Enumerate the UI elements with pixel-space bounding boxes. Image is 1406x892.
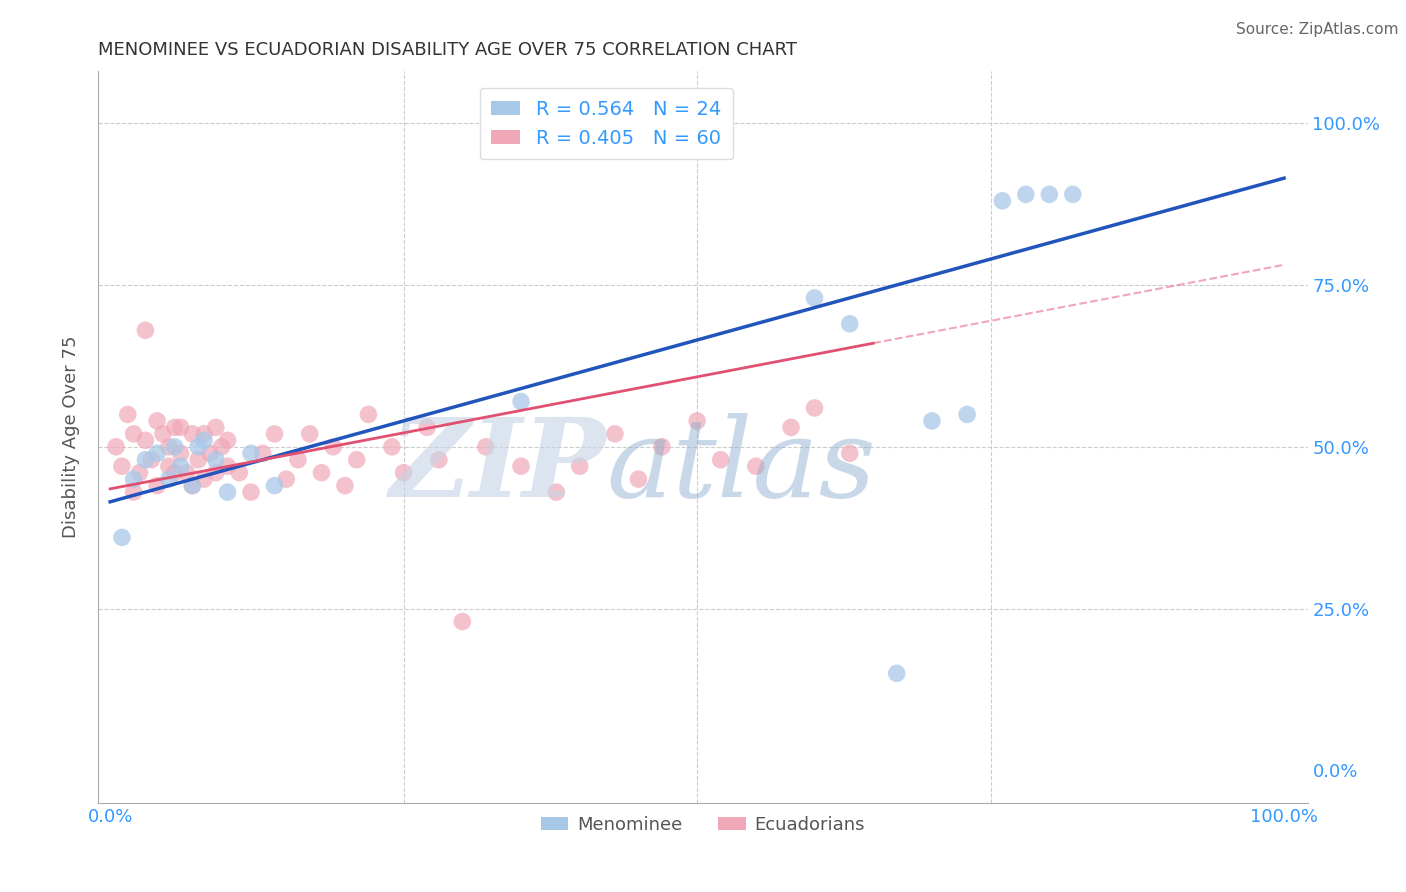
Point: [427, 452, 450, 467]
Point: [111, 459, 134, 474]
Point: [510, 459, 533, 474]
Point: [745, 459, 768, 474]
Point: [686, 414, 709, 428]
Point: [1015, 187, 1038, 202]
Point: [163, 466, 186, 480]
Point: [152, 426, 174, 441]
Point: [111, 530, 134, 544]
Point: [146, 478, 169, 492]
Point: [163, 420, 186, 434]
Point: [240, 446, 263, 460]
Point: [991, 194, 1014, 208]
Text: atlas: atlas: [606, 413, 876, 520]
Point: [134, 323, 156, 337]
Point: [228, 466, 250, 480]
Point: [451, 615, 474, 629]
Text: Source: ZipAtlas.com: Source: ZipAtlas.com: [1236, 22, 1399, 37]
Point: [193, 434, 215, 448]
Point: [710, 452, 733, 467]
Point: [240, 485, 263, 500]
Point: [392, 466, 415, 480]
Y-axis label: Disability Age Over 75: Disability Age Over 75: [62, 335, 80, 539]
Point: [193, 426, 215, 441]
Text: MENOMINEE VS ECUADORIAN DISABILITY AGE OVER 75 CORRELATION CHART: MENOMINEE VS ECUADORIAN DISABILITY AGE O…: [98, 41, 797, 59]
Point: [122, 485, 145, 500]
Point: [1062, 187, 1084, 202]
Point: [568, 459, 591, 474]
Point: [1038, 187, 1060, 202]
Point: [122, 472, 145, 486]
Point: [187, 452, 209, 467]
Point: [886, 666, 908, 681]
Point: [780, 420, 803, 434]
Point: [252, 446, 274, 460]
Point: [956, 408, 979, 422]
Point: [651, 440, 673, 454]
Point: [333, 478, 356, 492]
Point: [198, 446, 221, 460]
Point: [204, 466, 226, 480]
Point: [276, 472, 298, 486]
Point: [263, 478, 285, 492]
Point: [169, 446, 191, 460]
Point: [475, 440, 498, 454]
Point: [169, 459, 191, 474]
Point: [157, 459, 180, 474]
Point: [263, 426, 285, 441]
Point: [322, 440, 344, 454]
Point: [163, 440, 186, 454]
Point: [217, 459, 239, 474]
Point: [838, 446, 860, 460]
Point: [128, 466, 150, 480]
Point: [921, 414, 943, 428]
Point: [838, 317, 860, 331]
Point: [169, 420, 191, 434]
Point: [287, 452, 309, 467]
Point: [204, 452, 226, 467]
Point: [803, 401, 825, 415]
Point: [187, 440, 209, 454]
Point: [117, 408, 139, 422]
Point: [181, 478, 204, 492]
Point: [157, 472, 180, 486]
Point: [204, 420, 226, 434]
Point: [627, 472, 650, 486]
Point: [217, 434, 239, 448]
Point: [546, 485, 568, 500]
Point: [105, 440, 128, 454]
Point: [510, 394, 533, 409]
Point: [357, 408, 380, 422]
Point: [381, 440, 404, 454]
Point: [181, 426, 204, 441]
Point: [603, 426, 626, 441]
Point: [211, 440, 233, 454]
Point: [176, 466, 198, 480]
Legend: Menominee, Ecuadorians: Menominee, Ecuadorians: [534, 809, 872, 841]
Point: [146, 446, 169, 460]
Point: [803, 291, 825, 305]
Point: [134, 452, 156, 467]
Point: [146, 414, 169, 428]
Point: [311, 466, 333, 480]
Point: [141, 452, 163, 467]
Point: [193, 472, 215, 486]
Point: [416, 420, 439, 434]
Point: [298, 426, 321, 441]
Point: [122, 426, 145, 441]
Point: [181, 478, 204, 492]
Point: [157, 440, 180, 454]
Text: ZIP: ZIP: [389, 413, 606, 520]
Point: [217, 485, 239, 500]
Point: [346, 452, 368, 467]
Point: [134, 434, 156, 448]
